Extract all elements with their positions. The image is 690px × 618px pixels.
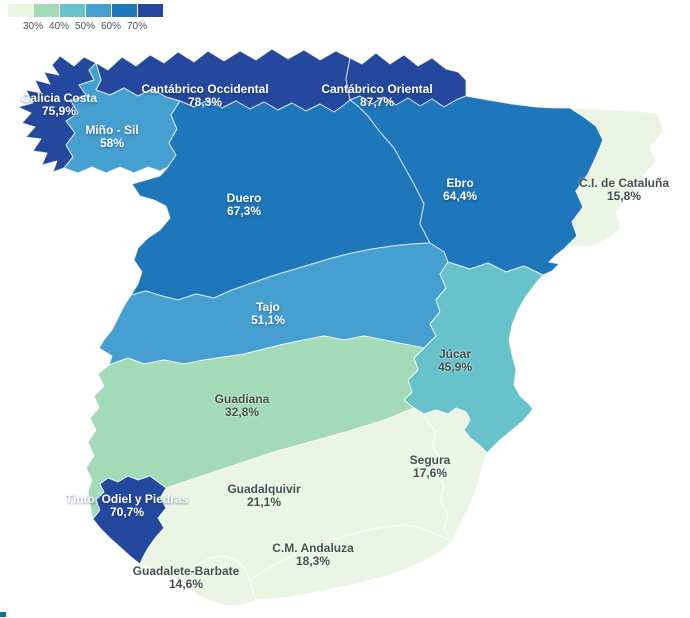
legend-swatch-0 [8, 4, 33, 17]
cut-off-artifact [0, 612, 6, 617]
legend-swatch-5 [138, 4, 163, 17]
legend-swatch-4 [112, 4, 137, 17]
legend-tick: 50% [74, 21, 96, 32]
region-mino-sil[interactable] [63, 62, 181, 174]
legend-swatch-3 [86, 4, 111, 17]
legend-tick: 60% [100, 21, 122, 32]
legend-tick: 70% [126, 21, 148, 32]
region-cataluna[interactable] [564, 107, 664, 249]
legend-swatch-2 [60, 4, 85, 17]
legend-tick: 40% [48, 21, 70, 32]
region-tinto-odiel-piedras[interactable] [92, 475, 167, 565]
region-cm-andaluza[interactable] [249, 524, 453, 601]
region-guadalete-barbate[interactable] [179, 555, 257, 607]
color-scale-legend: 30% 40% 50% 60% 70% [8, 4, 208, 34]
legend-swatch-1 [34, 4, 59, 17]
legend-swatches [8, 4, 208, 17]
legend-tick: 30% [22, 21, 44, 32]
